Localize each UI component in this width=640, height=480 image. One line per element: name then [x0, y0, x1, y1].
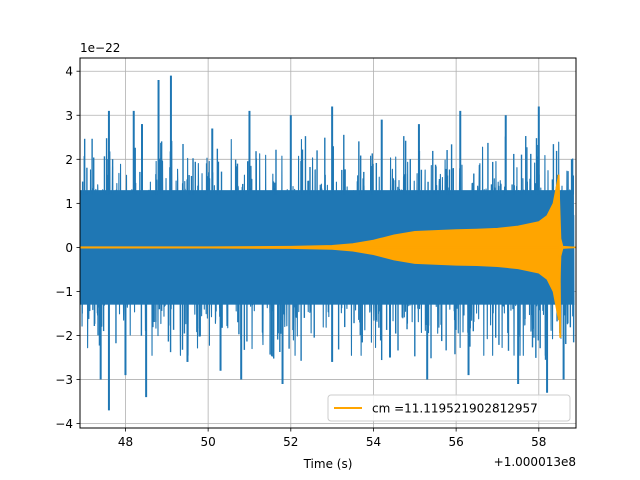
y-tick-label: −4	[55, 417, 73, 431]
y-axis-ticks: −4 −3 −2 −1 0 1 2 3 4	[55, 65, 80, 431]
x-axis-label: Time (s)	[303, 457, 353, 471]
plot-frame	[79, 57, 577, 429]
y-tick-label: 4	[65, 65, 73, 79]
y-tick-label: −2	[55, 329, 73, 343]
y-tick-label: −1	[55, 285, 73, 299]
x-tick-label: 58	[531, 435, 546, 449]
x-tick-label: 54	[366, 435, 381, 449]
y-tick-label: 1	[65, 197, 73, 211]
series-template	[80, 174, 576, 338]
x-tick-label: 52	[283, 435, 298, 449]
x-offset-label: +1.000013e8	[494, 455, 576, 469]
y-tick-label: 2	[65, 153, 73, 167]
x-tick-label: 56	[448, 435, 463, 449]
x-tick-label: 50	[200, 435, 215, 449]
template-merger-spike	[557, 174, 562, 338]
x-tick-label: 48	[118, 435, 133, 449]
y-tick-label: 3	[65, 109, 73, 123]
y-tick-label: 0	[65, 241, 73, 255]
y-tick-label: −3	[55, 373, 73, 387]
legend: cm =11.119521902812957	[327, 394, 571, 422]
legend-box	[327, 394, 571, 422]
y-scale-label: 1e−22	[80, 41, 120, 55]
x-axis-ticks: 48 50 52 54 56 58	[118, 428, 546, 449]
legend-label-template: cm =11.119521902812957	[372, 402, 538, 416]
